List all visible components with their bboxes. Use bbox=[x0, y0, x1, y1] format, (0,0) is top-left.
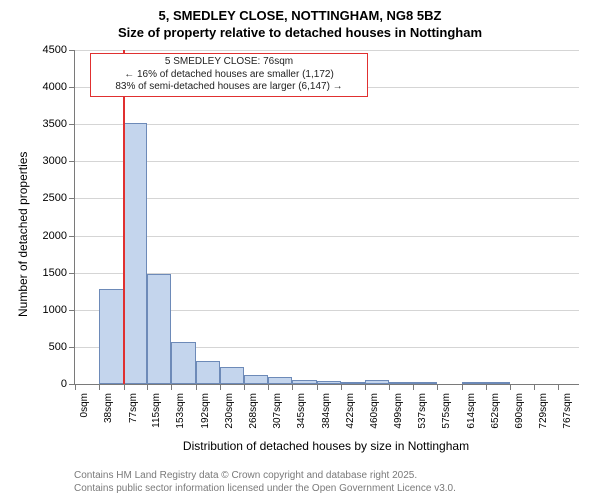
x-tick-label: 499sqm bbox=[393, 393, 404, 429]
x-tick-label: 652sqm bbox=[490, 393, 501, 429]
y-tick-label: 1000 bbox=[43, 304, 67, 316]
histogram-bar bbox=[341, 382, 365, 384]
histogram-bar bbox=[147, 274, 171, 384]
x-tick-label: 115sqm bbox=[151, 393, 162, 428]
histogram-bar bbox=[244, 375, 269, 384]
x-tick bbox=[196, 384, 197, 390]
x-tick-label: 0sqm bbox=[79, 393, 90, 417]
footer-credits: Contains HM Land Registry data © Crown c… bbox=[74, 470, 456, 495]
footer-line1: Contains HM Land Registry data © Crown c… bbox=[74, 470, 456, 483]
x-tick bbox=[220, 384, 221, 390]
y-tick bbox=[69, 198, 75, 199]
x-tick-label: 230sqm bbox=[224, 393, 235, 429]
y-tick bbox=[69, 347, 75, 348]
chart-title-line1: 5, SMEDLEY CLOSE, NOTTINGHAM, NG8 5BZ bbox=[0, 8, 600, 25]
x-tick-label: 192sqm bbox=[200, 393, 211, 429]
property-marker-line bbox=[123, 50, 125, 384]
x-tick bbox=[437, 384, 438, 390]
gridline bbox=[75, 161, 579, 162]
y-axis-title: Number of detached properties bbox=[16, 152, 30, 317]
x-tick-label: 268sqm bbox=[248, 393, 259, 429]
histogram-bar bbox=[268, 377, 292, 384]
x-tick-label: 575sqm bbox=[441, 393, 452, 429]
histogram-bar bbox=[196, 361, 220, 384]
y-tick-label: 500 bbox=[49, 341, 67, 353]
histogram-bar bbox=[99, 289, 124, 384]
y-tick-label: 4000 bbox=[43, 81, 67, 93]
x-tick bbox=[292, 384, 293, 390]
x-tick bbox=[558, 384, 559, 390]
chart-titles: 5, SMEDLEY CLOSE, NOTTINGHAM, NG8 5BZ Si… bbox=[0, 8, 600, 48]
x-tick bbox=[124, 384, 125, 390]
y-tick bbox=[69, 310, 75, 311]
gridline bbox=[75, 236, 579, 237]
x-tick-label: 153sqm bbox=[175, 393, 186, 429]
x-tick-label: 614sqm bbox=[466, 393, 477, 429]
x-tick-label: 384sqm bbox=[321, 393, 332, 429]
histogram-bar bbox=[486, 382, 510, 384]
y-tick-label: 0 bbox=[61, 378, 67, 390]
y-tick-label: 3000 bbox=[43, 155, 67, 167]
x-tick bbox=[510, 384, 511, 390]
histogram-bar bbox=[365, 380, 390, 384]
x-tick bbox=[534, 384, 535, 390]
x-tick bbox=[462, 384, 463, 390]
chart-title-line2: Size of property relative to detached ho… bbox=[0, 25, 600, 42]
x-tick-label: 307sqm bbox=[272, 393, 283, 429]
gridline bbox=[75, 50, 579, 51]
x-tick bbox=[75, 384, 76, 390]
x-tick bbox=[365, 384, 366, 390]
x-tick-label: 537sqm bbox=[417, 393, 428, 429]
x-tick bbox=[317, 384, 318, 390]
y-tick bbox=[69, 161, 75, 162]
y-tick-label: 2000 bbox=[43, 230, 67, 242]
annotation-line: 5 SMEDLEY CLOSE: 76sqm bbox=[97, 56, 361, 69]
histogram-bar bbox=[389, 382, 413, 384]
x-tick-label: 767sqm bbox=[562, 393, 573, 429]
x-tick bbox=[389, 384, 390, 390]
plot-area: 0500100015002000250030003500400045000sqm… bbox=[74, 50, 579, 385]
x-tick-label: 422sqm bbox=[345, 393, 356, 429]
x-tick-label: 690sqm bbox=[514, 393, 525, 429]
annotation-box: 5 SMEDLEY CLOSE: 76sqm← 16% of detached … bbox=[90, 53, 368, 97]
y-tick-label: 1500 bbox=[43, 267, 67, 279]
y-tick bbox=[69, 87, 75, 88]
gridline bbox=[75, 198, 579, 199]
y-tick-label: 4500 bbox=[43, 44, 67, 56]
x-tick bbox=[244, 384, 245, 390]
y-tick bbox=[69, 50, 75, 51]
x-tick-label: 729sqm bbox=[538, 393, 549, 429]
x-tick-label: 77sqm bbox=[128, 393, 139, 423]
histogram-bar bbox=[413, 382, 437, 384]
histogram-bar bbox=[220, 367, 244, 384]
y-tick bbox=[69, 273, 75, 274]
x-tick bbox=[147, 384, 148, 390]
histogram-bar bbox=[317, 381, 341, 384]
x-tick-label: 460sqm bbox=[369, 393, 380, 429]
histogram-bar bbox=[171, 342, 196, 384]
x-tick bbox=[99, 384, 100, 390]
histogram-bar bbox=[462, 382, 486, 384]
histogram-bar bbox=[124, 123, 148, 384]
y-tick bbox=[69, 124, 75, 125]
x-tick bbox=[413, 384, 414, 390]
x-tick-label: 38sqm bbox=[103, 393, 114, 423]
x-tick bbox=[268, 384, 269, 390]
x-axis-title: Distribution of detached houses by size … bbox=[74, 439, 578, 453]
x-tick-label: 345sqm bbox=[296, 393, 307, 429]
x-tick bbox=[486, 384, 487, 390]
y-tick bbox=[69, 236, 75, 237]
histogram-bar bbox=[292, 380, 317, 384]
x-tick bbox=[341, 384, 342, 390]
gridline bbox=[75, 124, 579, 125]
footer-line2: Contains public sector information licen… bbox=[74, 483, 456, 496]
y-tick-label: 2500 bbox=[43, 192, 67, 204]
annotation-line: 83% of semi-detached houses are larger (… bbox=[97, 81, 361, 94]
y-tick-label: 3500 bbox=[43, 118, 67, 130]
annotation-line: ← 16% of detached houses are smaller (1,… bbox=[97, 69, 361, 82]
x-tick bbox=[171, 384, 172, 390]
